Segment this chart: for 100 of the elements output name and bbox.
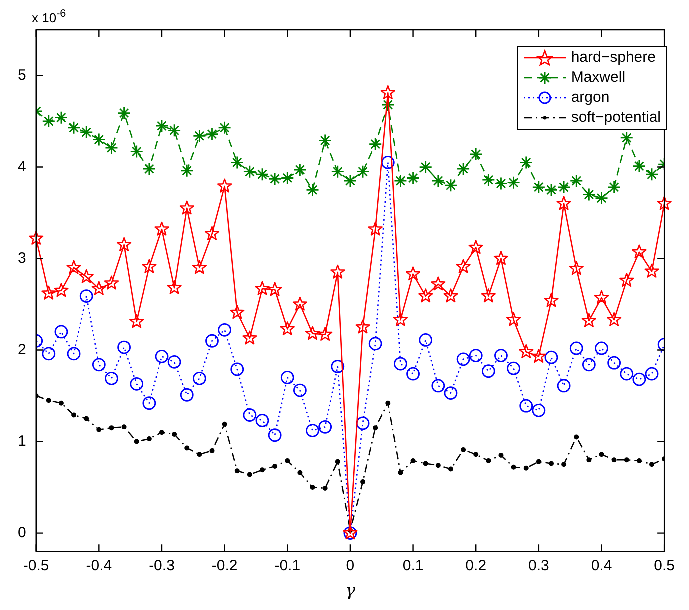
point	[167, 280, 182, 294]
point	[180, 164, 194, 178]
point	[96, 427, 102, 432]
point	[431, 276, 446, 291]
point	[204, 226, 220, 240]
y-tick-label: 1	[18, 432, 26, 450]
point	[116, 237, 132, 252]
point	[544, 183, 558, 197]
point	[582, 188, 596, 202]
point	[368, 138, 382, 152]
point	[122, 424, 127, 430]
point	[432, 379, 446, 393]
point	[142, 162, 156, 176]
point	[80, 290, 94, 303]
point	[482, 364, 496, 378]
point	[532, 349, 546, 363]
point	[134, 439, 140, 444]
point	[410, 458, 416, 464]
point	[557, 180, 571, 194]
point	[210, 448, 215, 454]
x-tick-label: 0.3	[528, 558, 550, 575]
point	[368, 222, 383, 236]
point	[130, 314, 144, 328]
point	[294, 163, 307, 177]
point	[243, 408, 257, 422]
point	[222, 422, 228, 427]
x-tick-label: -0.5	[23, 558, 50, 575]
point	[562, 462, 567, 468]
y-tick-label: 2	[18, 341, 26, 358]
point	[58, 400, 64, 406]
text: x 10$^{-6}$	[32, 8, 66, 26]
point	[386, 400, 391, 406]
point	[432, 174, 446, 188]
point	[394, 357, 408, 371]
point	[42, 347, 56, 361]
x-tick-label: -0.1	[274, 558, 301, 575]
point	[331, 360, 345, 374]
point	[456, 352, 470, 366]
point	[444, 178, 458, 192]
point	[105, 372, 118, 386]
point	[636, 458, 642, 464]
point	[79, 269, 94, 284]
y-tick-label: 5	[18, 66, 26, 84]
point	[644, 264, 660, 278]
point	[532, 404, 546, 418]
point	[481, 288, 496, 303]
point	[406, 367, 420, 381]
point	[230, 362, 244, 376]
point	[556, 196, 572, 210]
point	[218, 178, 232, 193]
point	[419, 160, 433, 174]
point	[632, 372, 646, 386]
x-tick-label: -0.3	[149, 558, 175, 575]
point	[444, 386, 458, 400]
point	[130, 377, 144, 391]
point	[620, 131, 634, 145]
point	[192, 260, 207, 274]
point	[335, 459, 340, 464]
point	[380, 85, 396, 100]
point	[569, 261, 584, 276]
point	[318, 134, 332, 148]
point	[544, 293, 559, 308]
point	[180, 200, 194, 215]
point	[511, 464, 516, 470]
point	[394, 174, 408, 188]
point	[298, 470, 303, 476]
point	[474, 452, 479, 458]
point	[423, 461, 428, 466]
point	[368, 337, 382, 351]
point	[506, 312, 522, 326]
point	[645, 367, 659, 381]
point	[109, 426, 114, 431]
point	[520, 399, 534, 413]
point	[118, 106, 131, 120]
x-tick-label: -0.2	[212, 558, 238, 575]
point	[469, 148, 483, 162]
point	[92, 358, 106, 372]
point	[256, 168, 270, 182]
point	[331, 165, 345, 179]
y-tick-label: 4	[18, 158, 26, 176]
point	[574, 434, 580, 440]
point	[46, 398, 52, 404]
legend-label: argon	[571, 89, 610, 106]
point	[268, 282, 282, 296]
point	[444, 288, 458, 303]
point	[360, 480, 366, 485]
point	[292, 296, 308, 311]
point	[118, 340, 131, 354]
x-tick-label: 0	[346, 558, 355, 575]
point	[218, 121, 232, 135]
point	[650, 462, 655, 468]
point	[260, 468, 266, 473]
point	[582, 313, 596, 328]
legend-label: soft−potential	[571, 109, 661, 126]
point	[456, 162, 470, 176]
point	[218, 323, 232, 337]
point	[624, 458, 630, 463]
point	[318, 327, 333, 342]
point	[582, 358, 596, 372]
point	[468, 240, 484, 254]
